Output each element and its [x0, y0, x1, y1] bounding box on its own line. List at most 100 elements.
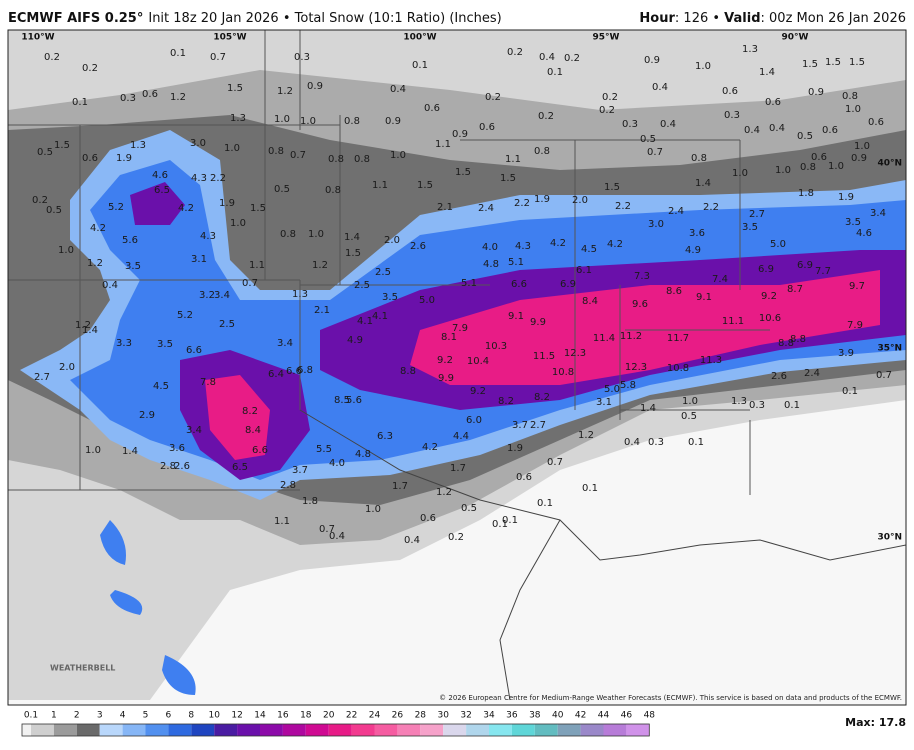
- snow-amount-label: 6.6: [186, 345, 202, 356]
- header-left: ECMWF AIFS 0.25° Init 18z 20 Jan 2026 • T…: [8, 11, 502, 26]
- colorbar-tick-label: 32: [460, 711, 471, 721]
- colorbar-swatch: [489, 724, 512, 736]
- snow-amount-label: 0.2: [538, 111, 554, 122]
- snow-amount-label: 5.1: [508, 257, 524, 268]
- colorbar-swatch: [305, 724, 329, 736]
- snow-amount-label: 9.2: [437, 355, 453, 366]
- snow-amount-label: 4.3: [200, 231, 216, 242]
- snow-amount-label: 0.8: [800, 162, 816, 173]
- snow-amount-label: 3.7: [512, 420, 528, 431]
- snow-amount-label: 0.2: [599, 105, 615, 116]
- snow-amount-label: 5.0: [604, 384, 620, 395]
- snow-amount-label: 0.2: [485, 92, 501, 103]
- snow-amount-label: 1.5: [250, 203, 266, 214]
- snow-amount-label: 1.7: [450, 463, 466, 474]
- snow-amount-label: 0.9: [808, 87, 824, 98]
- snow-amount-label: 7.7: [815, 266, 831, 277]
- snow-amount-label: 0.6: [420, 513, 436, 524]
- colorbar-tick-label: 0.1: [24, 711, 38, 721]
- snow-amount-label: 1.0: [695, 61, 711, 72]
- snow-amount-label: 6.0: [466, 415, 482, 426]
- colorbar-swatch: [328, 724, 352, 736]
- snow-amount-label: 4.3: [191, 173, 207, 184]
- colorbar-tick-label: 22: [346, 711, 357, 721]
- snow-amount-label: 0.6: [722, 86, 738, 97]
- snow-amount-label: 1.8: [798, 188, 814, 199]
- latitude-label: 30°N: [877, 533, 902, 543]
- snow-amount-label: 10.4: [467, 356, 489, 367]
- colorbar-tick-label: 36: [506, 711, 518, 721]
- snow-amount-label: 2.0: [572, 195, 588, 206]
- snow-amount-label: 1.4: [640, 403, 656, 414]
- snow-amount-label: 4.8: [483, 259, 499, 270]
- snow-amount-label: 1.5: [54, 140, 70, 151]
- colorbar-swatch: [122, 724, 146, 736]
- snow-amount-label: 2.4: [478, 203, 494, 214]
- snow-amount-label: 2.1: [437, 202, 453, 213]
- snow-amount-label: 0.4: [404, 535, 420, 546]
- colorbar-swatch: [466, 724, 489, 736]
- snow-amount-label: 2.9: [139, 410, 155, 421]
- snow-amount-label: 2.8: [160, 461, 176, 472]
- snow-amount-label: 6.1: [576, 265, 592, 276]
- snow-amount-label: 1.0: [365, 504, 381, 515]
- map-labels: 0.20.20.1 0.7 0.30.1 0.3 0.6 1.21.5 1.2 0.9 0.40…: [32, 44, 892, 546]
- snow-amount-label: 9.9: [438, 373, 454, 384]
- snow-amount-label: 6.9: [797, 260, 813, 271]
- snow-amount-label: 1.1: [249, 260, 265, 271]
- snow-amount-label: 7.9: [847, 320, 863, 331]
- snow-amount-label: 0.1: [842, 386, 858, 397]
- snow-amount-label: 1.5: [417, 180, 433, 191]
- snow-amount-label: 1.0: [775, 165, 791, 176]
- snow-amount-label: 1.5: [345, 248, 361, 259]
- snow-amount-label: 1.0: [854, 141, 870, 152]
- snow-amount-label: 5.8: [620, 380, 636, 391]
- snow-amount-label: 0.7: [547, 457, 563, 468]
- snow-amount-label: 4.2: [422, 442, 438, 453]
- snow-amount-label: 9.1: [508, 311, 524, 322]
- map-fields: [8, 30, 906, 705]
- snow-amount-label: 0.3: [294, 52, 310, 63]
- snow-amount-label: 11.7: [667, 333, 689, 344]
- snow-amount-label: 12.3: [564, 348, 586, 359]
- model-name: ECMWF AIFS 0.25°: [8, 11, 143, 26]
- colorbar-tick-label: 46: [621, 711, 633, 721]
- snow-amount-label: 0.2: [564, 53, 580, 64]
- snow-amount-label: 0.9: [644, 55, 660, 66]
- colorbar-tick-label: 1: [51, 711, 57, 721]
- snow-amount-label: 0.2: [82, 63, 98, 74]
- snow-amount-label: 0.1: [502, 515, 518, 526]
- snow-amount-label: 0.6: [516, 472, 532, 483]
- colorbar-swatch: [237, 724, 260, 736]
- snow-amount-label: 1.3: [292, 289, 308, 300]
- colorbar-tick-label: 4: [120, 711, 126, 721]
- colorbar-tick-label: 5: [143, 711, 149, 721]
- colorbar-swatch: [397, 724, 421, 736]
- snow-amount-label: 6.6: [252, 445, 268, 456]
- colorbar-swatch: [420, 724, 444, 736]
- snow-amount-label: 3.7: [292, 465, 308, 476]
- snow-amount-label: 1.9: [219, 198, 235, 209]
- snow-amount-label: 4.5: [581, 244, 597, 255]
- snow-amount-label: 0.6: [479, 122, 495, 133]
- longitude-label: 90°W: [782, 33, 809, 43]
- snow-amount-label: 4.8: [355, 449, 371, 460]
- snow-amount-label: 9.6: [632, 299, 648, 310]
- snow-amount-label: 3.1: [191, 254, 207, 265]
- snow-amount-label: 11.2: [620, 331, 642, 342]
- snow-amount-label: 3.5: [845, 217, 861, 228]
- snow-amount-label: 7.4: [712, 274, 728, 285]
- snow-amount-label: 4.6: [856, 228, 872, 239]
- snow-amount-label: 0.3: [120, 93, 136, 104]
- snow-amount-label: 4.5: [153, 381, 169, 392]
- snow-amount-label: 3.4: [277, 338, 293, 349]
- state-borders: [8, 30, 770, 495]
- snow-amount-label: 2.6: [410, 241, 426, 252]
- colorbar-tick-label: 6: [166, 711, 172, 721]
- snow-amount-label: 4.0: [482, 242, 498, 253]
- snow-amount-label: 8.8: [778, 338, 794, 349]
- copyright: © 2026 European Centre for Medium-Range …: [439, 694, 902, 702]
- snow-amount-label: 0.1: [547, 67, 563, 78]
- snow-amount-label: 0.6: [142, 89, 158, 100]
